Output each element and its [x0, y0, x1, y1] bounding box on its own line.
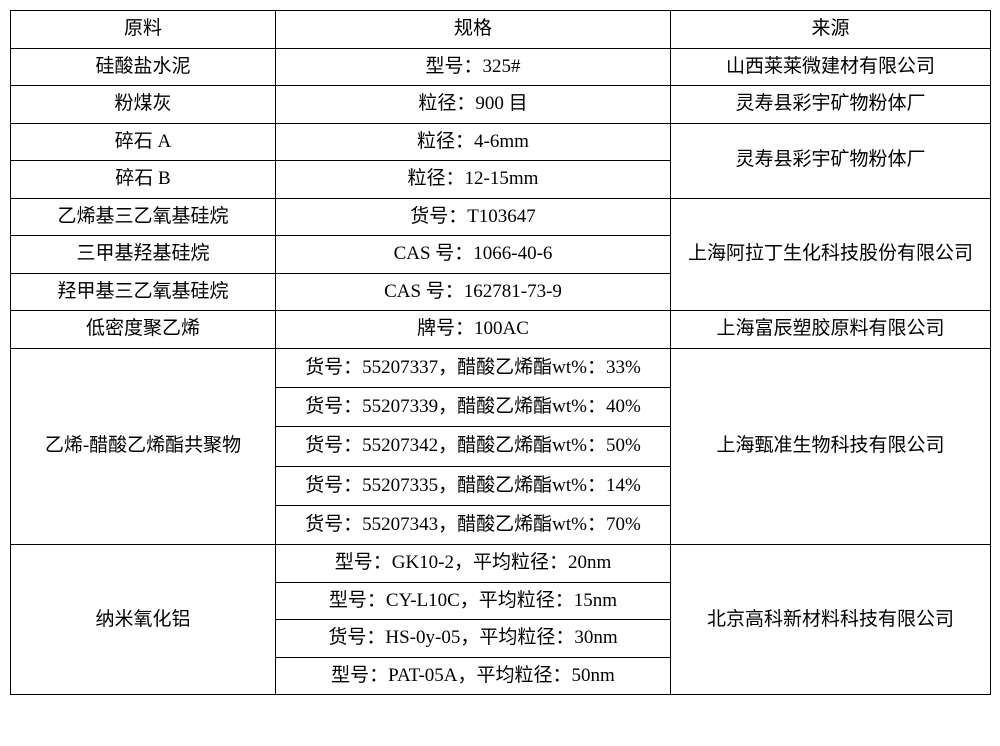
cell-material: 粉煤灰: [11, 86, 276, 124]
cell-material: 乙烯-醋酸乙烯酯共聚物: [11, 348, 276, 545]
cell-spec: 粒径：4-6mm: [276, 123, 671, 161]
cell-spec: 牌号：100AC: [276, 311, 671, 349]
cell-source: 灵寿县彩宇矿物粉体厂: [671, 123, 991, 198]
cell-spec: 货号：55207339，醋酸乙烯酯wt%：40%: [276, 387, 671, 426]
cell-spec: 型号：325#: [276, 48, 671, 86]
cell-spec: 货号：55207335，醋酸乙烯酯wt%：14%: [276, 466, 671, 505]
cell-material: 碎石 A: [11, 123, 276, 161]
materials-table: 原料 规格 来源 硅酸盐水泥 型号：325# 山西莱莱微建材有限公司 粉煤灰 粒…: [10, 10, 991, 695]
cell-material: 低密度聚乙烯: [11, 311, 276, 349]
header-spec: 规格: [276, 11, 671, 49]
table-header-row: 原料 规格 来源: [11, 11, 991, 49]
cell-spec: 货号：55207343，醋酸乙烯酯wt%：70%: [276, 506, 671, 545]
cell-material: 硅酸盐水泥: [11, 48, 276, 86]
cell-material: 碎石 B: [11, 161, 276, 199]
cell-source: 北京高科新材料科技有限公司: [671, 545, 991, 695]
cell-spec: 型号：CY-L10C，平均粒径：15nm: [276, 582, 671, 620]
cell-spec: 货号：T103647: [276, 198, 671, 236]
table-row: 低密度聚乙烯 牌号：100AC 上海富辰塑胶原料有限公司: [11, 311, 991, 349]
cell-material: 羟甲基三乙氧基硅烷: [11, 273, 276, 311]
cell-material: 乙烯基三乙氧基硅烷: [11, 198, 276, 236]
cell-spec: CAS 号：1066-40-6: [276, 236, 671, 274]
table-row: 硅酸盐水泥 型号：325# 山西莱莱微建材有限公司: [11, 48, 991, 86]
table-row: 乙烯-醋酸乙烯酯共聚物 货号：55207337，醋酸乙烯酯wt%：33% 上海甄…: [11, 348, 991, 387]
cell-material: 纳米氧化铝: [11, 545, 276, 695]
header-material: 原料: [11, 11, 276, 49]
cell-source: 上海阿拉丁生化科技股份有限公司: [671, 198, 991, 311]
cell-source: 山西莱莱微建材有限公司: [671, 48, 991, 86]
cell-material: 三甲基羟基硅烷: [11, 236, 276, 274]
cell-source: 上海富辰塑胶原料有限公司: [671, 311, 991, 349]
cell-spec: 粒径：12-15mm: [276, 161, 671, 199]
cell-spec: CAS 号：162781-73-9: [276, 273, 671, 311]
table-row: 粉煤灰 粒径：900 目 灵寿县彩宇矿物粉体厂: [11, 86, 991, 124]
cell-source: 灵寿县彩宇矿物粉体厂: [671, 86, 991, 124]
cell-spec: 粒径：900 目: [276, 86, 671, 124]
header-source: 来源: [671, 11, 991, 49]
table-row: 乙烯基三乙氧基硅烷 货号：T103647 上海阿拉丁生化科技股份有限公司: [11, 198, 991, 236]
cell-spec: 型号：GK10-2，平均粒径：20nm: [276, 545, 671, 583]
table-row: 碎石 A 粒径：4-6mm 灵寿县彩宇矿物粉体厂: [11, 123, 991, 161]
cell-spec: 货号：55207337，醋酸乙烯酯wt%：33%: [276, 348, 671, 387]
cell-spec: 货号：55207342，醋酸乙烯酯wt%：50%: [276, 427, 671, 466]
cell-spec: 型号：PAT-05A，平均粒径：50nm: [276, 657, 671, 695]
cell-source: 上海甄准生物科技有限公司: [671, 348, 991, 545]
table-row: 纳米氧化铝 型号：GK10-2，平均粒径：20nm 北京高科新材料科技有限公司: [11, 545, 991, 583]
cell-spec: 货号：HS-0y-05，平均粒径：30nm: [276, 620, 671, 658]
